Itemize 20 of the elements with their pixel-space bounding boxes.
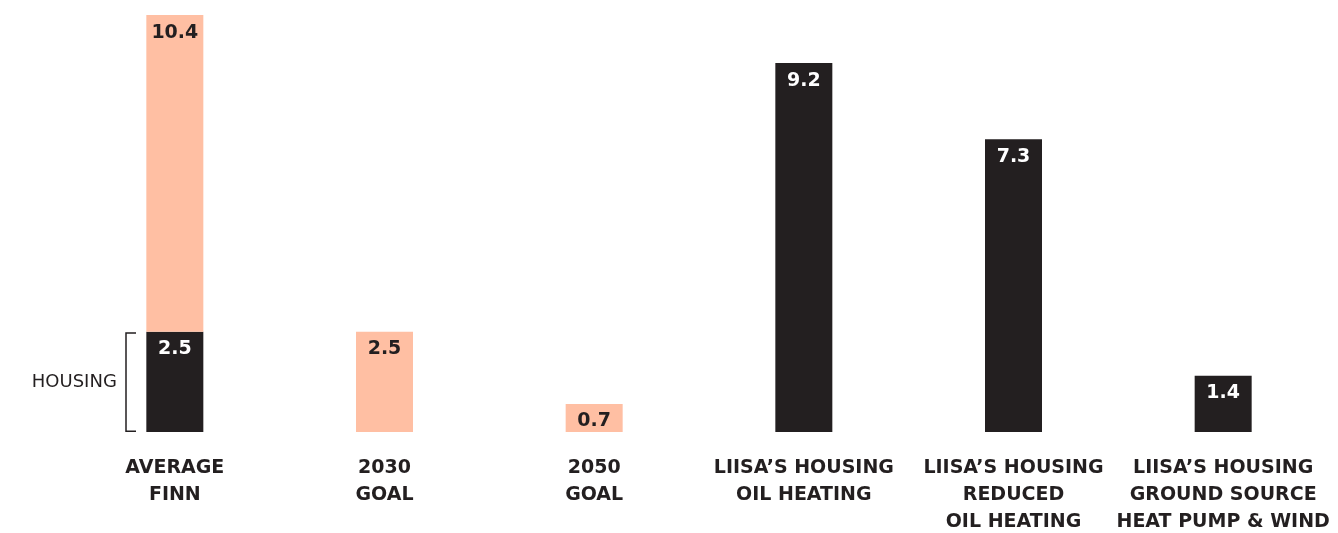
bar [356,331,413,432]
bar [1194,375,1252,432]
bar [985,139,1042,432]
bar [146,331,204,432]
data-label: 2.5 [367,336,402,359]
x-tick-label: LIISA’S HOUSING REDUCED OIL HEATING [923,454,1104,531]
x-tick-label: AVERAGE FINN [125,454,225,504]
data-label: 0.7 [577,408,611,431]
data-label: 9.2 [787,67,821,90]
x-tick-label: LIISA’S HOUSING OIL HEATING [713,454,894,504]
annotation: HOUSING [31,369,117,391]
total-label: 10.4 [151,19,199,42]
x-tick-label: LIISA’S HOUSING GROUND SOURCE HEAT PUMP & WIND [1116,454,1330,531]
data-label: 7.3 [996,143,1031,166]
x-tick-label: 2030 GOAL [355,454,414,504]
bar [146,15,204,332]
bar [775,63,833,432]
data-label: 2.5 [158,336,192,359]
data-label: 1.4 [1206,380,1240,403]
x-tick-label: 2050 GOAL [565,454,624,504]
